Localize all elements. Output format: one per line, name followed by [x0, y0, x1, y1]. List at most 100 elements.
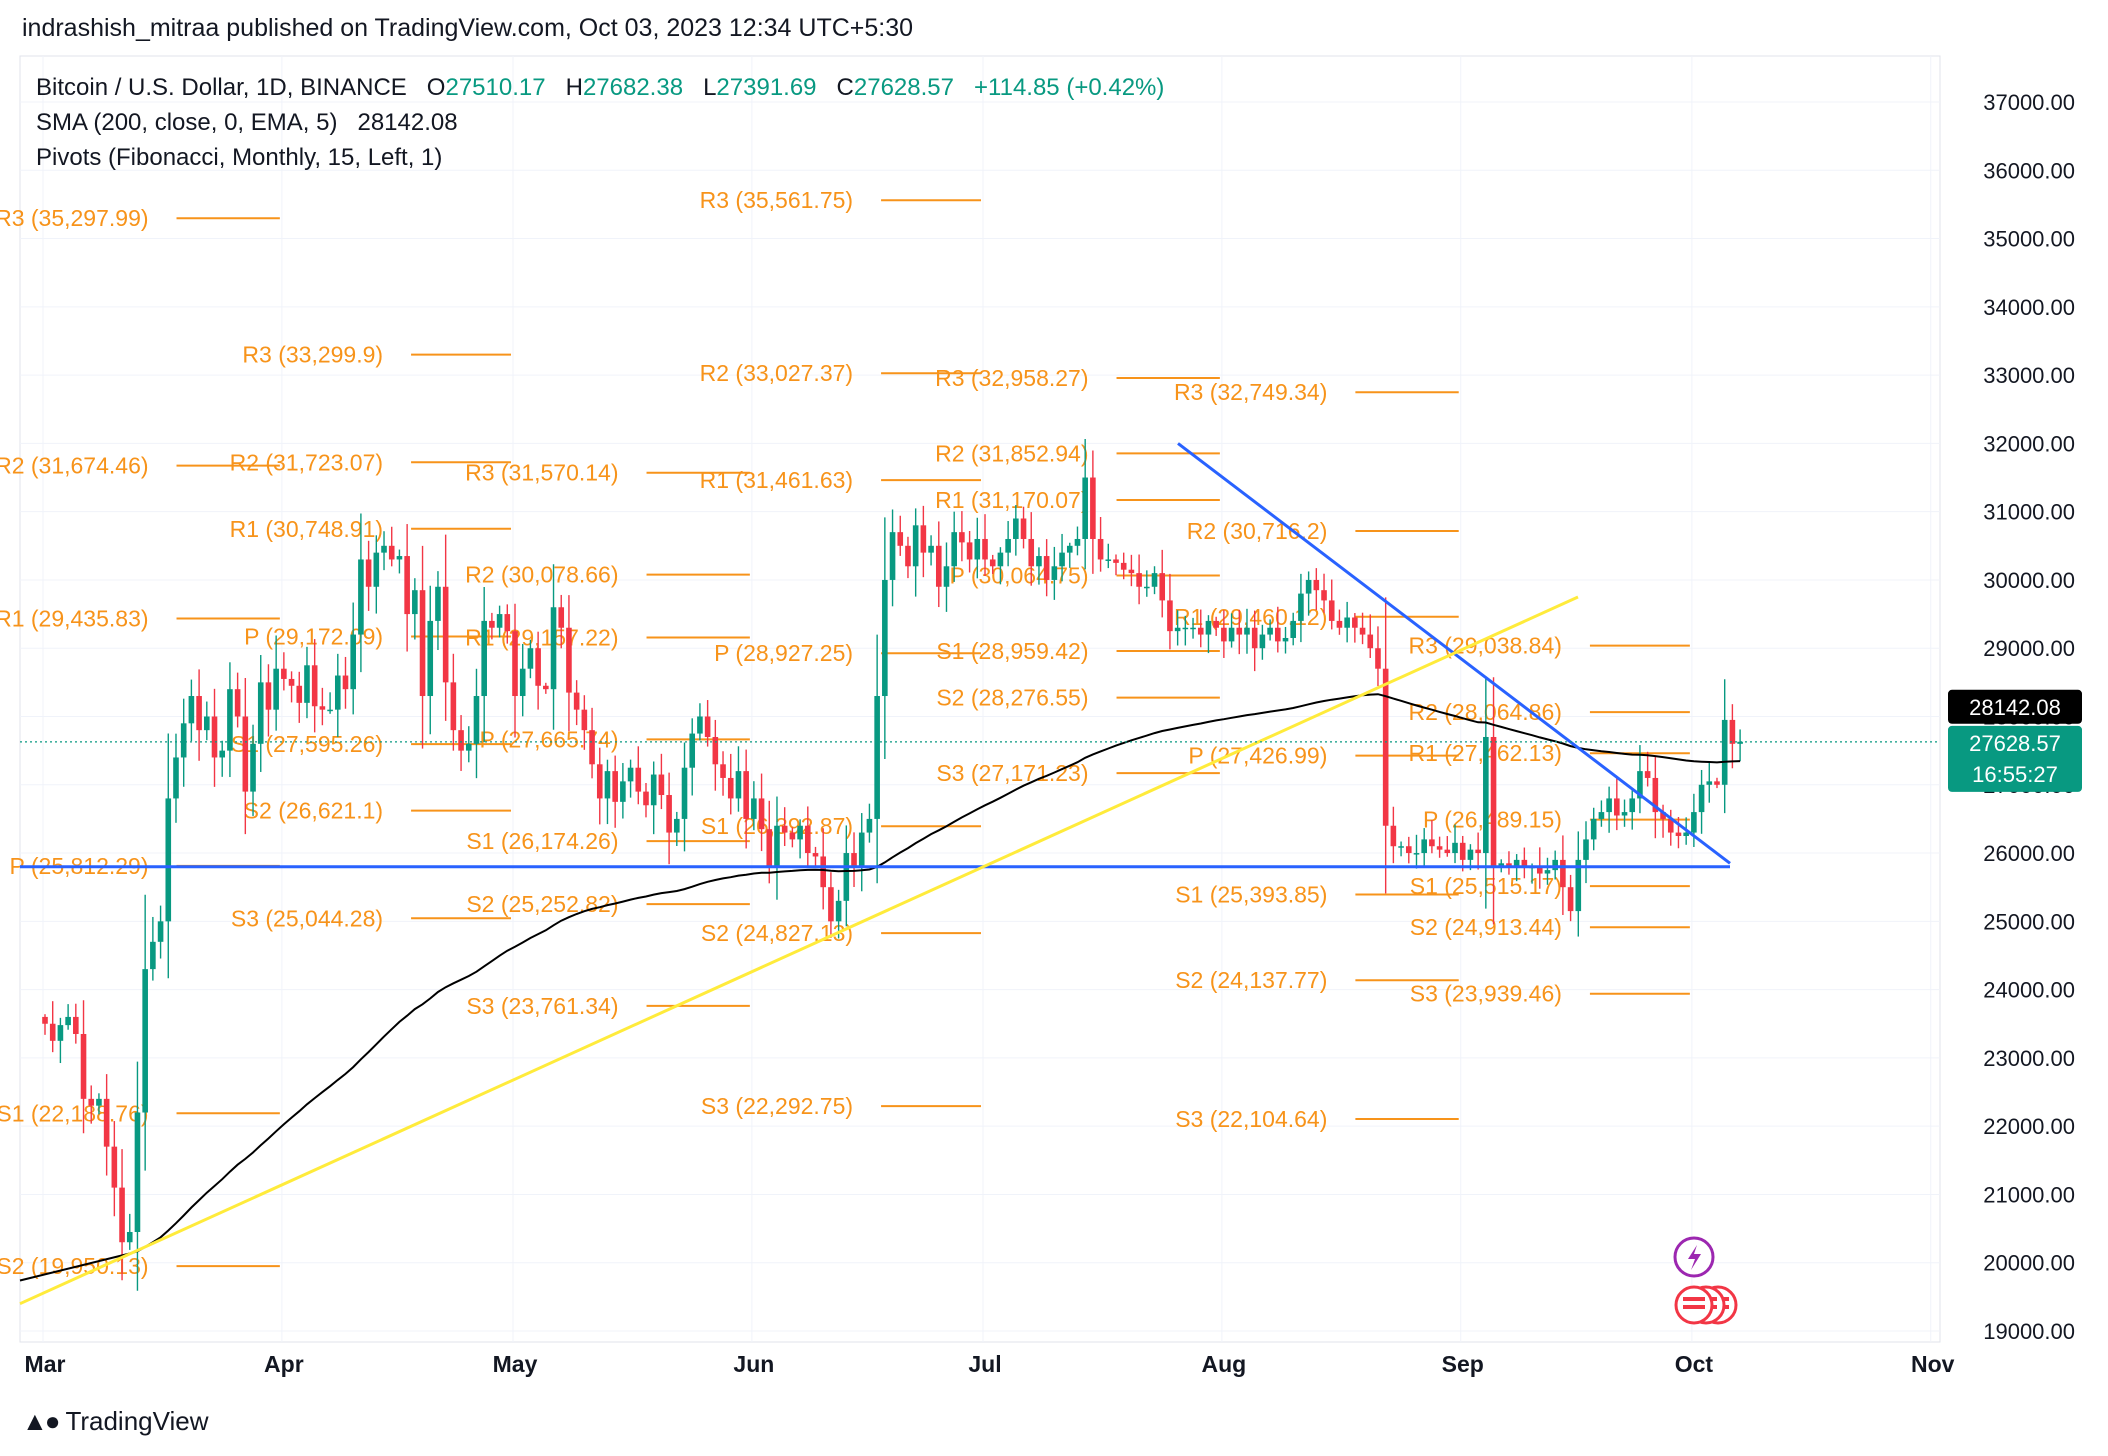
candle-body[interactable] [1128, 569, 1135, 574]
candle-body[interactable] [1236, 627, 1243, 635]
candle-body[interactable] [1028, 538, 1035, 567]
candle-body[interactable] [1182, 627, 1189, 630]
candle-body[interactable] [42, 1016, 48, 1024]
candle-body[interactable] [1336, 620, 1343, 628]
candle-body[interactable] [874, 696, 880, 819]
candle-body[interactable] [1667, 818, 1674, 833]
candle-body[interactable] [596, 764, 603, 799]
candle-body[interactable] [1644, 771, 1651, 778]
candle-body[interactable] [550, 607, 557, 690]
candle-body[interactable] [1660, 812, 1666, 819]
candle-body[interactable] [311, 665, 318, 707]
candle-body[interactable] [1429, 839, 1435, 847]
candle-body[interactable] [774, 825, 780, 867]
candle-body[interactable] [49, 1023, 56, 1041]
candle-body[interactable] [435, 586, 441, 621]
candle-body[interactable] [1513, 859, 1520, 867]
candle-body[interactable] [1059, 552, 1065, 567]
candle-body[interactable] [1614, 798, 1620, 816]
candle-body[interactable] [412, 590, 418, 615]
candle-body[interactable] [1375, 648, 1381, 669]
candle-body[interactable] [1721, 719, 1728, 785]
candle-body[interactable] [681, 767, 688, 819]
candle-body[interactable] [381, 545, 387, 553]
candle-body[interactable] [1367, 634, 1374, 649]
candle-body[interactable] [828, 887, 834, 922]
candle-body[interactable] [1082, 477, 1088, 539]
candle-body[interactable] [535, 648, 541, 686]
candle-body[interactable] [758, 798, 765, 830]
candle-body[interactable] [1490, 736, 1497, 867]
candle-body[interactable] [1313, 579, 1320, 591]
candle-body[interactable] [650, 774, 657, 806]
candle-body[interactable] [273, 668, 279, 710]
candle-body[interactable] [966, 542, 973, 560]
candle-body[interactable] [1675, 832, 1682, 836]
candle-body[interactable] [88, 1098, 95, 1106]
candle-body[interactable] [57, 1025, 64, 1041]
candle-body[interactable] [1251, 627, 1258, 649]
candle-body[interactable] [1436, 846, 1443, 850]
candle-body[interactable] [620, 781, 626, 802]
candle-body[interactable] [388, 545, 395, 560]
candle-body[interactable] [1282, 637, 1289, 642]
candle-body[interactable] [427, 620, 434, 697]
candle-body[interactable] [111, 1146, 118, 1188]
candle-body[interactable] [866, 818, 873, 833]
candle-body[interactable] [812, 853, 819, 857]
candle-body[interactable] [1051, 566, 1058, 580]
candle-body[interactable] [242, 716, 249, 792]
candle-body[interactable] [843, 853, 850, 901]
candle-body[interactable] [1113, 559, 1119, 563]
legend-pivots-row[interactable]: Pivots (Fibonacci, Monthly, 15, Left, 1) [36, 140, 1164, 175]
candle-body[interactable] [697, 716, 703, 734]
candle-body[interactable] [1698, 784, 1705, 813]
candle-body[interactable] [804, 825, 811, 854]
candle-body[interactable] [674, 818, 680, 833]
candle-body[interactable] [735, 771, 742, 799]
candle-body[interactable] [1097, 538, 1104, 560]
candle-body[interactable] [982, 538, 988, 560]
candle-body[interactable] [157, 921, 164, 942]
candle-body[interactable] [288, 678, 295, 686]
candle-body[interactable] [666, 795, 672, 833]
candle-body[interactable] [481, 620, 487, 697]
candle-body[interactable] [1013, 518, 1019, 539]
candle-body[interactable] [219, 750, 226, 758]
candle-body[interactable] [419, 590, 426, 697]
candle-body[interactable] [720, 764, 726, 778]
candle-body[interactable] [1005, 538, 1011, 553]
candle-body[interactable] [1190, 627, 1196, 630]
candle-body[interactable] [1136, 573, 1142, 587]
candle-body[interactable] [704, 716, 711, 737]
candle-body[interactable] [519, 668, 526, 697]
candle-body[interactable] [296, 685, 303, 703]
candle-body[interactable] [1298, 593, 1304, 621]
candle-body[interactable] [1359, 627, 1366, 635]
candle-body[interactable] [1552, 859, 1558, 871]
candle-body[interactable] [1575, 859, 1582, 912]
candle-body[interactable] [365, 559, 372, 587]
candle-body[interactable] [327, 709, 333, 712]
candle-body[interactable] [1144, 586, 1150, 589]
candle-body[interactable] [835, 900, 842, 922]
candle-body[interactable] [126, 1231, 133, 1243]
legend-symbol[interactable]: Bitcoin / U.S. Dollar, 1D, BINANCE [36, 74, 407, 101]
candle-body[interactable] [1583, 839, 1589, 860]
candle-body[interactable] [73, 1016, 79, 1034]
candle-body[interactable] [1405, 846, 1412, 854]
candle-body[interactable] [743, 771, 749, 819]
candle-body[interactable] [1483, 736, 1489, 854]
candle-body[interactable] [504, 614, 511, 632]
candle-body[interactable] [589, 730, 595, 765]
candle-body[interactable] [473, 696, 480, 744]
candle-body[interactable] [142, 969, 148, 1113]
candle-body[interactable] [1382, 668, 1389, 826]
candle-body[interactable] [1652, 777, 1659, 813]
candle-body[interactable] [1074, 538, 1081, 546]
candle-body[interactable] [1590, 818, 1597, 840]
candle-body[interactable] [1521, 859, 1528, 867]
candle-body[interactable] [103, 1098, 110, 1147]
candle-body[interactable] [257, 682, 264, 744]
